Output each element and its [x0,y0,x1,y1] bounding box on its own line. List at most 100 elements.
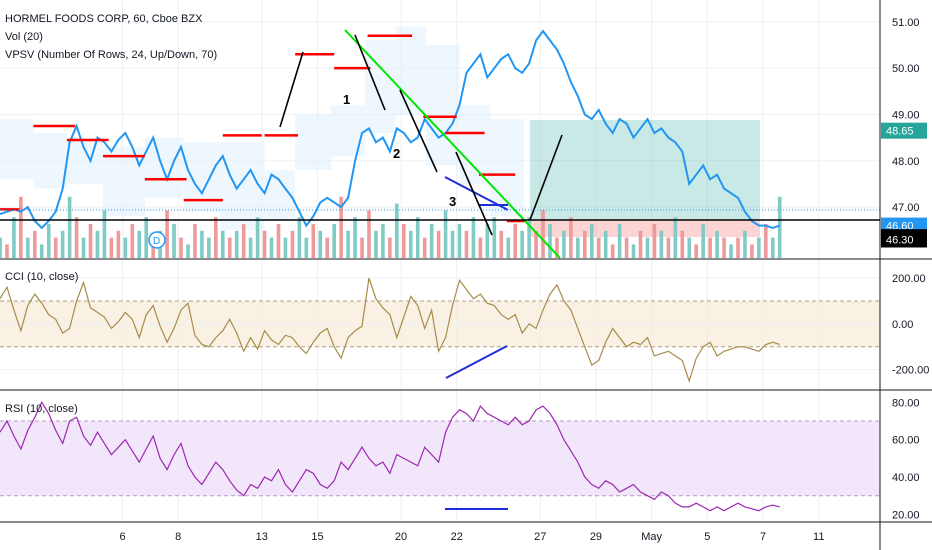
volume-bar [255,217,260,258]
volume-bar [443,210,448,258]
volume-bar [652,224,657,258]
wave-line-a[interactable] [279,51,304,128]
projection-line[interactable] [529,134,563,221]
volume-profile-box [66,137,104,184]
time-axis-label: 29 [590,531,602,543]
volume-bar [297,217,302,258]
volume-bar [743,230,747,258]
volume-bar [33,230,37,258]
legend-symbol[interactable]: HORMEL FOODS CORP, 60, Cboe BZX [5,13,203,25]
volume-bar [408,230,413,258]
volume-bar [436,230,441,258]
volume-bar [645,237,650,258]
cci-axis[interactable]: 200.00 0.00 -200.00 [892,273,929,377]
volume-bar [311,224,316,258]
volume-bar [207,237,211,258]
wave-line-c[interactable] [399,89,438,173]
volume-bar [269,237,274,258]
wave-label-3: 3 [449,194,456,209]
price-tag[interactable] [881,122,927,139]
volume-bar [367,210,371,258]
legend-rsi[interactable]: RSI (10, close) [5,403,78,415]
volume-bar [276,224,281,258]
time-axis-label: 27 [534,531,546,543]
volume-bar [214,217,218,258]
volume-bar [694,244,699,258]
cci-panel: CCI (10, close) [0,271,880,384]
volume-bar [687,237,692,258]
volume-bar [701,224,705,258]
volume-bar [541,210,545,258]
rsi-axis[interactable]: 80.00 60.00 40.00 20.00 [892,397,920,521]
volume-bar [548,224,552,258]
legend-volume[interactable]: Vol (20) [5,31,43,43]
volume-bar [346,230,350,258]
volume-bar [757,237,761,258]
volume-bar [471,217,476,258]
volume-profile-box [220,142,265,231]
time-axis[interactable]: 6 8 13 15 20 22 27 29 May 5 7 11 [119,531,824,543]
time-axis-label: 7 [760,531,766,543]
wave-line-d[interactable] [455,151,493,236]
volume-bar [555,237,559,258]
volume-bar [318,230,323,258]
volume-bar [576,237,580,258]
volume-bar [777,196,782,258]
volume-bar [12,217,16,258]
price-tick-label: 51.00 [892,17,920,29]
volume-bar [395,203,399,258]
price-tick-label: 50.00 [892,63,920,75]
volume-bar [603,230,608,258]
volume-bar [589,224,594,258]
price-panel: 1 2 3 D HORMEL FOODS CORP, 60, Cboe BZX … [0,13,880,259]
price-tick-label: 47.00 [892,202,920,214]
volume-bar [130,224,135,258]
volume-bar [360,237,364,258]
volume-bar [60,230,65,258]
volume-bar [241,224,246,258]
volume-bar [227,237,232,258]
volume-profile-box [103,146,145,217]
volume-bar [381,224,385,258]
volume-bar [5,244,9,258]
volume-bar [81,237,86,258]
legend-vpsv[interactable]: VPSV (Number Of Rows, 24, Up/Down, 70) [5,49,217,61]
volume-bar [708,237,712,258]
cci-line [0,277,780,384]
time-axis-label: 15 [311,531,323,543]
volume-bar [283,237,288,258]
volume-bar [339,196,343,258]
volume-bar [673,217,678,258]
price-axis[interactable]: 51.0050.0049.0048.0047.0048.6546.6046.35… [881,17,927,248]
volume-bar [506,237,511,258]
volume-bar [19,196,23,258]
price-tag[interactable] [881,231,927,248]
volume-bar [109,237,114,258]
legend-cci[interactable]: CCI (10, close) [5,271,78,283]
time-axis-label: 8 [175,531,181,543]
volume-bar [193,224,197,258]
long-position-target-zone[interactable] [530,120,760,220]
wave-line-b[interactable] [354,34,386,111]
volume-profile-box [490,119,524,217]
rsi-tick-label: 60.00 [892,435,920,447]
rsi-tick-label: 20.00 [892,509,920,521]
time-axis-label: 11 [813,531,824,543]
volume-bar [102,210,107,258]
price-tick-label: 48.00 [892,156,920,168]
volume-bar [764,224,768,258]
dividend-marker-icon[interactable] [148,231,166,249]
volume-bar [39,244,44,258]
volume-bar [729,244,733,258]
cci-divergence-line[interactable] [445,345,508,379]
volume-bar [610,244,615,258]
rsi-tick-label: 40.00 [892,472,920,484]
rsi-line [0,401,780,512]
volume-bar [248,237,253,258]
time-axis-label: 5 [704,531,710,543]
volume-bar [666,237,671,258]
time-axis-label: 22 [451,531,463,543]
volume-bar [95,230,100,258]
volume-bar [88,224,93,258]
cci-tick-label: -200.00 [892,365,929,377]
